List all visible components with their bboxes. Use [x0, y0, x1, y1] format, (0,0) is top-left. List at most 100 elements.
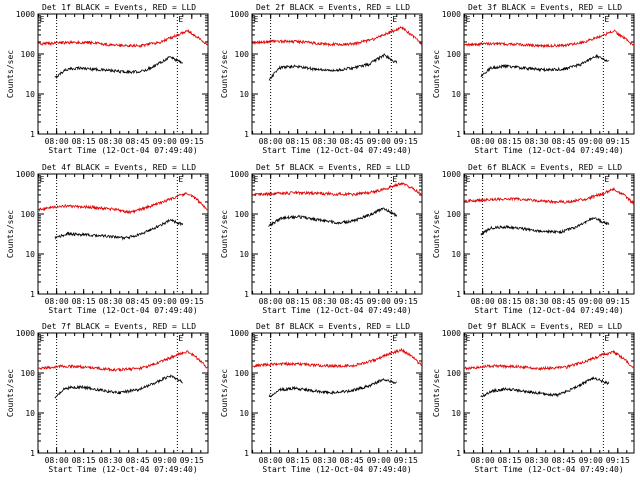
x-axis-label: Start Time (12-Oct-04 07:49:40): [474, 306, 623, 315]
event-marker-label: E: [604, 175, 609, 184]
panel-det-7: Det 7f BLACK = Events, RED = LLD 1 10 100 10…: [6, 322, 209, 474]
x-tick-label: 09:00: [153, 137, 177, 146]
y-axis-label: Counts/sec: [220, 369, 229, 417]
series-events-line: [480, 376, 610, 398]
x-tick-label: 08:15: [498, 297, 522, 306]
x-axis-label: Start Time (12-Oct-04 07:49:40): [474, 146, 623, 155]
x-axis-label: Start Time (12-Oct-04 07:49:40): [474, 465, 623, 474]
series-events-line: [54, 218, 184, 241]
series-events-line: [268, 378, 397, 398]
y-axis-label: Counts/sec: [432, 50, 441, 98]
y-tick-label: 100: [235, 210, 250, 219]
series-events-line: [480, 216, 610, 236]
series-lld-line: [38, 191, 209, 215]
x-tick-label: 09:15: [180, 456, 204, 465]
y-axis-label: Counts/sec: [6, 369, 15, 417]
event-marker-label: E: [254, 175, 259, 184]
event-marker-label: E: [604, 334, 609, 343]
panel-title: Det 2f BLACK = Events, RED = LLD: [256, 3, 410, 12]
x-tick-label: 08:30: [99, 456, 123, 465]
x-tick-label: 09:15: [180, 297, 204, 306]
x-tick-label: 08:30: [313, 297, 337, 306]
x-tick-label: 09:00: [579, 297, 603, 306]
x-tick-label: 08:45: [552, 297, 576, 306]
y-tick-label: 1000: [230, 10, 249, 19]
x-tick-label: 08:15: [286, 137, 310, 146]
panel-title: Det 3f BLACK = Events, RED = LLD: [468, 3, 622, 12]
event-marker-label: E: [40, 15, 45, 24]
x-tick-label: 08:15: [286, 297, 310, 306]
x-tick-label: 08:30: [99, 297, 123, 306]
y-tick-label: 100: [447, 210, 462, 219]
x-axis-label: Start Time (12-Oct-04 07:49:40): [262, 465, 411, 474]
x-tick-label: 09:15: [394, 137, 418, 146]
x-tick-label: 09:15: [394, 297, 418, 306]
plot-frame: [463, 173, 635, 295]
y-tick-label: 10: [25, 409, 35, 418]
y-tick-label: 10: [239, 409, 249, 418]
y-tick-label: 100: [21, 369, 36, 378]
y-tick-label: 100: [447, 50, 462, 59]
panel-title: Det 7f BLACK = Events, RED = LLD: [42, 322, 196, 331]
x-tick-label: 09:15: [180, 137, 204, 146]
y-tick-label: 1000: [16, 10, 35, 19]
panel-det-8: Det 8f BLACK = Events, RED = LLD 1 10 100 10…: [220, 322, 423, 474]
y-tick-label: 1000: [442, 170, 461, 179]
plot-frame: [251, 173, 423, 295]
event-marker-label: E: [178, 334, 183, 343]
x-tick-label: 08:00: [259, 297, 283, 306]
x-axis-label: Start Time (12-Oct-04 07:49:40): [48, 146, 197, 155]
x-tick-label: 09:00: [367, 137, 391, 146]
x-axis-label: Start Time (12-Oct-04 07:49:40): [48, 465, 197, 474]
x-tick-label: 08:30: [99, 137, 123, 146]
y-tick-label: 100: [235, 369, 250, 378]
y-axis-label: Counts/sec: [220, 210, 229, 258]
panel-det-5: Det 5f BLACK = Events, RED = LLD 1 10 100 10…: [220, 163, 423, 315]
plot-frame: [463, 332, 635, 454]
x-tick-label: 08:15: [72, 137, 96, 146]
event-marker-label: E: [466, 334, 471, 343]
x-tick-label: 08:45: [552, 137, 576, 146]
x-tick-label: 09:15: [606, 297, 630, 306]
event-marker-label: E: [178, 15, 183, 24]
event-marker-label: E: [466, 175, 471, 184]
x-tick-label: 08:45: [126, 137, 150, 146]
x-tick-label: 08:00: [259, 137, 283, 146]
y-tick-label: 1000: [230, 170, 249, 179]
x-tick-label: 08:15: [72, 297, 96, 306]
y-tick-label: 1: [30, 290, 35, 299]
x-tick-label: 09:00: [367, 456, 391, 465]
y-axis-label: Counts/sec: [220, 50, 229, 98]
panel-title: Det 8f BLACK = Events, RED = LLD: [256, 322, 410, 331]
y-tick-label: 100: [21, 210, 36, 219]
x-tick-label: 08:00: [471, 297, 495, 306]
y-tick-label: 100: [21, 50, 36, 59]
event-marker-label: E: [254, 334, 259, 343]
x-tick-label: 08:45: [126, 297, 150, 306]
x-tick-label: 08:45: [340, 137, 364, 146]
event-marker-label: E: [254, 15, 259, 24]
x-tick-label: 08:00: [471, 137, 495, 146]
series-events-line: [268, 207, 398, 227]
x-tick-label: 09:00: [153, 297, 177, 306]
x-tick-label: 09:15: [394, 456, 418, 465]
x-tick-label: 08:00: [45, 137, 69, 146]
y-axis-label: Counts/sec: [6, 210, 15, 258]
x-tick-label: 09:00: [153, 456, 177, 465]
x-tick-label: 09:00: [367, 297, 391, 306]
y-tick-label: 1: [456, 290, 461, 299]
series-lld-line: [252, 347, 423, 369]
y-tick-label: 1000: [230, 329, 249, 338]
panel-det-2: Det 2f BLACK = Events, RED = LLD 1 10 100 10…: [220, 3, 423, 155]
y-tick-label: 10: [239, 250, 249, 259]
y-tick-label: 10: [451, 90, 461, 99]
panel-title: Det 9f BLACK = Events, RED = LLD: [468, 322, 622, 331]
x-tick-label: 08:15: [286, 456, 310, 465]
series-lld-line: [38, 29, 209, 49]
panel-title: Det 4f BLACK = Events, RED = LLD: [42, 163, 196, 172]
y-tick-label: 10: [451, 409, 461, 418]
x-tick-label: 09:15: [606, 137, 630, 146]
x-tick-label: 08:45: [340, 456, 364, 465]
y-axis-label: Counts/sec: [432, 369, 441, 417]
